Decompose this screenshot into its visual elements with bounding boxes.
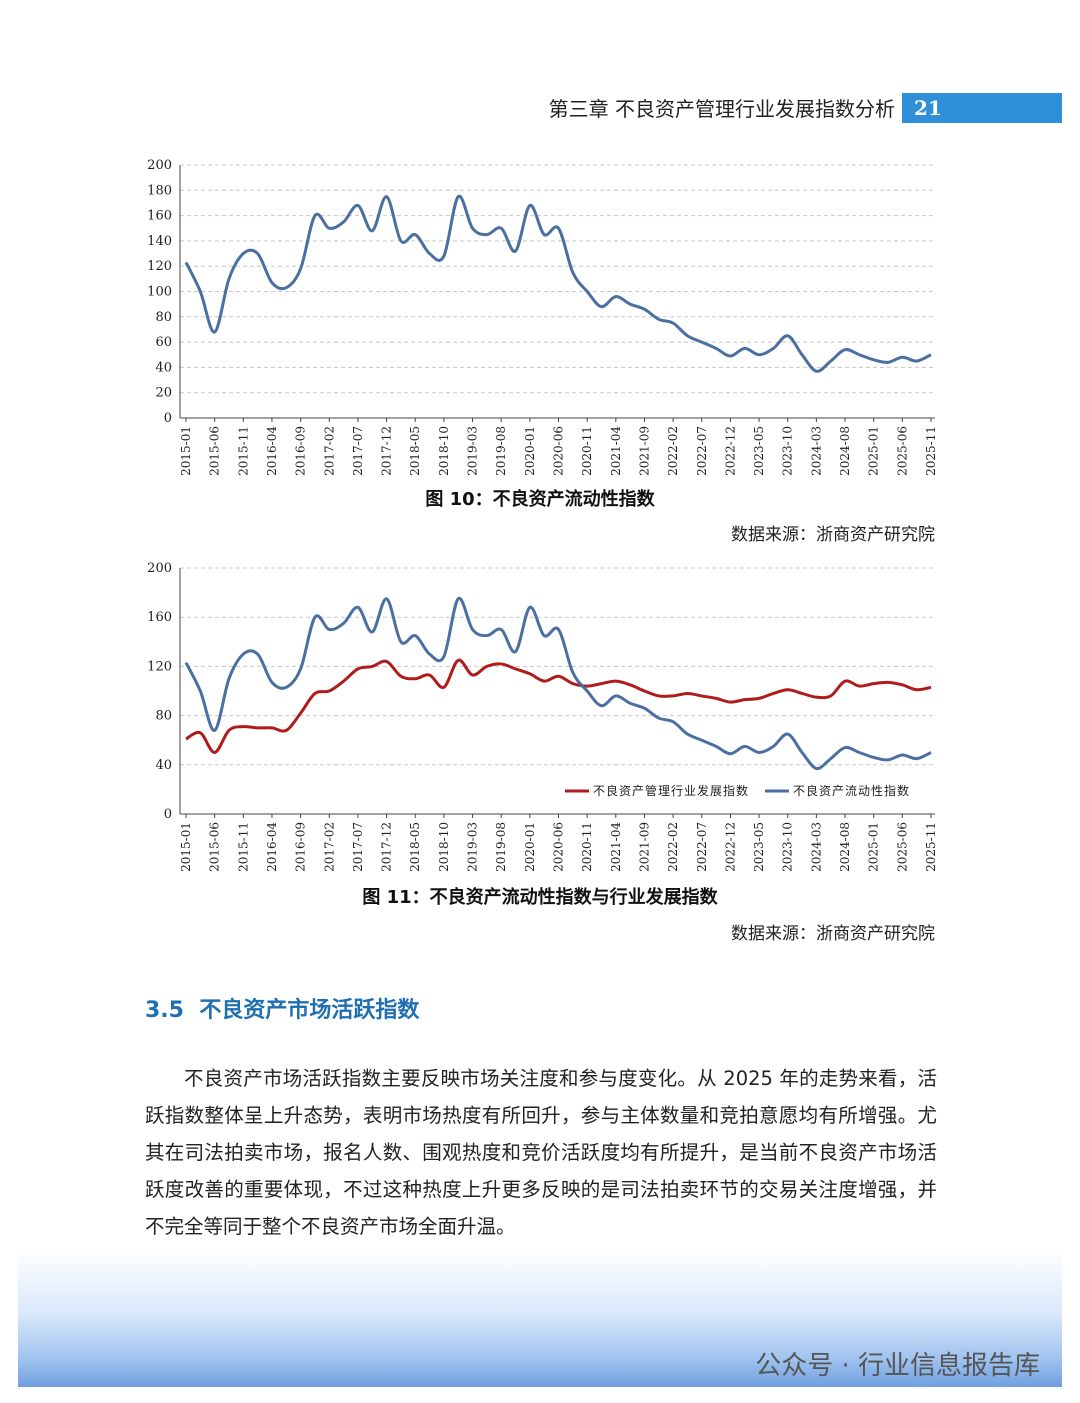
x-tick-label: 2024-08	[838, 822, 852, 872]
charts: 0 20 40 60 80 100 120 140 160 180 200 2015-01 2015-0…	[147, 158, 938, 944]
x-tick-label: 2019-03	[466, 426, 480, 476]
x-tick-label: 2020-11	[580, 822, 594, 872]
figure-caption: 图 10：不良资产流动性指数	[425, 488, 655, 510]
x-tick-label: 2021-09	[637, 426, 651, 476]
y-tick-label: 160	[147, 610, 172, 625]
x-tick-label: 2017-02	[322, 822, 336, 872]
y-tick-label: 40	[155, 758, 172, 773]
x-tick-label: 2022-07	[695, 822, 709, 872]
x-tick-label: 2020-01	[523, 426, 537, 476]
y-tick-label: 120	[147, 259, 172, 274]
x-tick-label: 2025-11	[924, 426, 938, 476]
x-tick-label: 2025-01	[867, 426, 881, 476]
x-tick-label: 2020-06	[552, 822, 566, 872]
x-tick-label: 2022-07	[695, 426, 709, 476]
x-tick-label: 2015-11	[236, 426, 250, 476]
x-tick-label: 2017-02	[322, 426, 336, 476]
x-tick-label: 2019-08	[494, 426, 508, 476]
x-tick-label: 2022-12	[723, 426, 737, 476]
x-tick-label: 2017-07	[351, 426, 365, 476]
y-tick-label: 80	[155, 310, 172, 325]
data-line	[184, 597, 932, 771]
x-tick-label: 2022-02	[666, 426, 680, 476]
section-heading: 3.5 不良资产市场活跃指数	[145, 992, 419, 1024]
x-tick-label: 2015-01	[179, 426, 193, 476]
x-tick-label: 2024-03	[809, 426, 823, 476]
x-tick-label: 2023-05	[752, 426, 766, 476]
x-tick-label: 2019-03	[466, 822, 480, 872]
data-line	[184, 194, 932, 373]
x-tick-label: 2016-09	[294, 426, 308, 476]
x-tick-label: 2024-08	[838, 426, 852, 476]
x-tick-label: 2015-06	[208, 822, 222, 872]
x-tick-label: 2021-09	[637, 822, 651, 872]
x-tick-label: 2020-06	[552, 426, 566, 476]
x-tick-label: 2023-10	[781, 822, 795, 872]
figure-source: 数据来源：浙商资产研究院	[731, 525, 935, 545]
x-tick-label: 2025-06	[895, 426, 909, 476]
section-number: 3.5	[145, 998, 184, 1023]
y-tick-label: 0	[164, 807, 172, 822]
x-tick-label: 2021-04	[609, 426, 623, 476]
x-tick-label: 2023-10	[781, 426, 795, 476]
y-tick-label: 200	[147, 561, 172, 576]
x-tick-label: 2024-03	[809, 822, 823, 872]
x-tick-label: 2025-11	[924, 822, 938, 872]
section-title: 不良资产市场活跃指数	[199, 998, 420, 1023]
y-tick-label: 140	[147, 234, 172, 249]
x-tick-label: 2015-06	[208, 426, 222, 476]
x-tick-label: 2025-01	[867, 822, 881, 872]
x-tick-label: 2017-07	[351, 822, 365, 872]
data-line	[185, 658, 932, 754]
y-tick-label: 120	[147, 659, 172, 674]
x-tick-label: 2019-08	[494, 822, 508, 872]
x-tick-label: 2018-05	[408, 822, 422, 872]
paragraph: 不良资产市场活跃指数主要反映市场关注度和参与度变化。从 2025 年的走势来看，…	[145, 1067, 937, 1238]
x-tick-label: 2020-01	[523, 822, 537, 872]
x-tick-label: 2016-04	[265, 822, 279, 872]
x-tick-label: 2025-06	[895, 822, 909, 872]
page-number: 21	[902, 93, 1062, 123]
x-tick-label: 2022-12	[723, 822, 737, 872]
y-tick-label: 20	[155, 386, 172, 401]
legend-label: 不良资产流动性指数	[793, 783, 910, 798]
y-tick-label: 200	[147, 158, 172, 173]
figure-caption: 图 11：不良资产流动性指数与行业发展指数	[362, 886, 718, 908]
footer-banner	[18, 1250, 1062, 1387]
y-tick-label: 100	[147, 285, 172, 300]
x-tick-label: 2018-05	[408, 426, 422, 476]
y-tick-label: 80	[155, 709, 172, 724]
y-tick-label: 40	[155, 360, 172, 375]
legend-label: 不良资产管理行业发展指数	[593, 783, 749, 798]
x-tick-label: 2018-10	[437, 822, 451, 872]
x-tick-label: 2020-11	[580, 426, 594, 476]
watermark: 公众号 · 行业信息报告库	[755, 1351, 1040, 1381]
y-tick-label: 180	[147, 183, 172, 198]
x-tick-label: 2015-01	[179, 822, 193, 872]
x-tick-label: 2017-12	[380, 822, 394, 872]
x-tick-label: 2016-04	[265, 426, 279, 476]
x-tick-label: 2017-12	[380, 426, 394, 476]
x-tick-label: 2018-10	[437, 426, 451, 476]
y-tick-label: 160	[147, 209, 172, 224]
chapter-title: 第三章 不良资产管理行业发展指数分析	[548, 97, 895, 121]
y-tick-label: 0	[164, 411, 172, 426]
y-tick-label: 60	[155, 335, 172, 350]
x-tick-label: 2021-04	[609, 822, 623, 872]
x-tick-label: 2023-05	[752, 822, 766, 872]
figure-source: 数据来源：浙商资产研究院	[731, 924, 935, 944]
x-tick-label: 2016-09	[294, 822, 308, 872]
x-tick-label: 2022-02	[666, 822, 680, 872]
x-tick-label: 2015-11	[236, 822, 250, 872]
